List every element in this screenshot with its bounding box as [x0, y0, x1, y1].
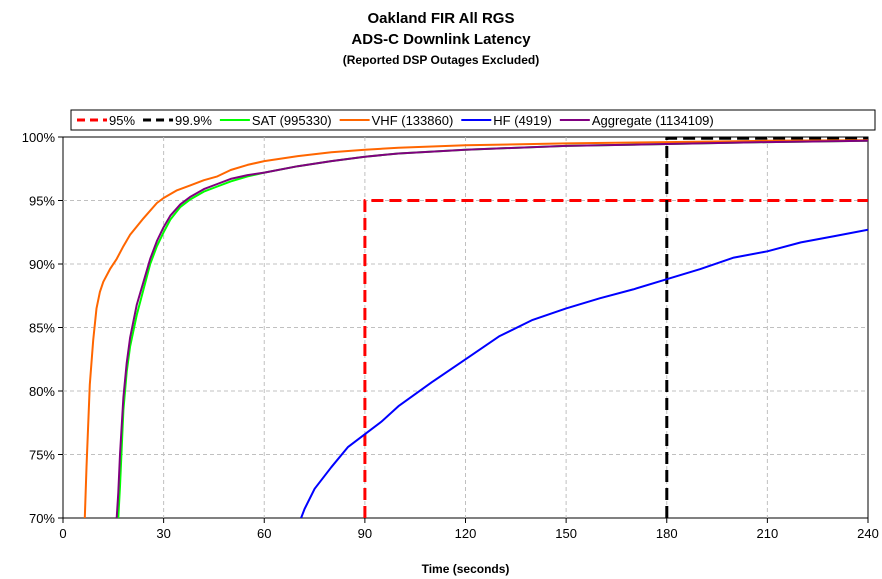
x-tick-label: 60: [257, 526, 271, 541]
series-line-3: [83, 139, 868, 518]
legend-label-2: SAT (995330): [252, 113, 332, 128]
y-tick-label: 85%: [29, 321, 55, 336]
x-tick-label: 0: [59, 526, 66, 541]
y-tick-label: 100%: [22, 130, 56, 145]
y-tick-label: 90%: [29, 257, 55, 272]
legend-label-4: HF (4919): [493, 113, 552, 128]
chart-subtitle: ADS-C Downlink Latency: [351, 31, 531, 48]
x-tick-label: 120: [455, 526, 477, 541]
x-tick-label: 210: [757, 526, 779, 541]
legend-label-3: VHF (133860): [372, 113, 454, 128]
x-tick-label: 90: [358, 526, 372, 541]
legend-label-0: 95%: [109, 113, 135, 128]
y-tick-label: 80%: [29, 384, 55, 399]
y-tick-label: 70%: [29, 511, 55, 526]
chart-note: (Reported DSP Outages Excluded): [342, 53, 540, 67]
y-tick-label: 75%: [29, 448, 55, 463]
series-line-4: [300, 228, 868, 518]
x-tick-label: 30: [156, 526, 170, 541]
series-line-0: [363, 199, 868, 518]
chart-title: Oakland FIR All RGS: [367, 10, 515, 27]
x-tick-label: 240: [857, 526, 879, 541]
x-tick-label: 180: [656, 526, 678, 541]
series-line-1: [665, 136, 868, 518]
legend-label-1: 99.9%: [175, 113, 212, 128]
x-axis-label: Time (seconds): [422, 562, 510, 576]
legend-label-5: Aggregate (1134109): [592, 113, 714, 128]
series-line-5: [115, 139, 868, 518]
y-tick-label: 95%: [29, 194, 55, 209]
x-tick-label: 150: [555, 526, 577, 541]
